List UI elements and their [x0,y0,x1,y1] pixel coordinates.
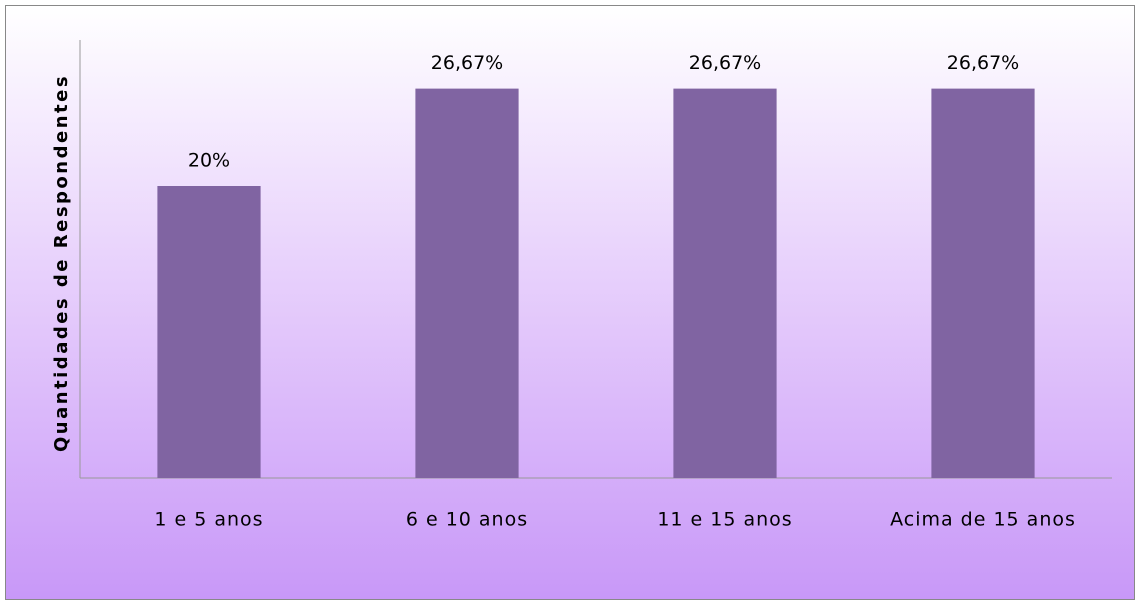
bar [415,88,519,479]
y-axis-label: Quantidades de Respondentes [51,74,72,452]
x-tick-label: Acima de 15 anos [890,509,1076,531]
data-label: 26,67% [689,52,761,74]
data-label: 26,67% [431,52,503,74]
x-tick-label: 1 e 5 anos [154,509,263,531]
data-label: 20% [188,150,230,172]
x-tick-label: 6 e 10 anos [406,509,528,531]
x-tick-label: 11 e 15 anos [657,509,792,531]
data-label: 26,67% [947,52,1019,74]
bar [157,186,261,478]
bar [673,88,777,479]
bar [931,88,1035,479]
